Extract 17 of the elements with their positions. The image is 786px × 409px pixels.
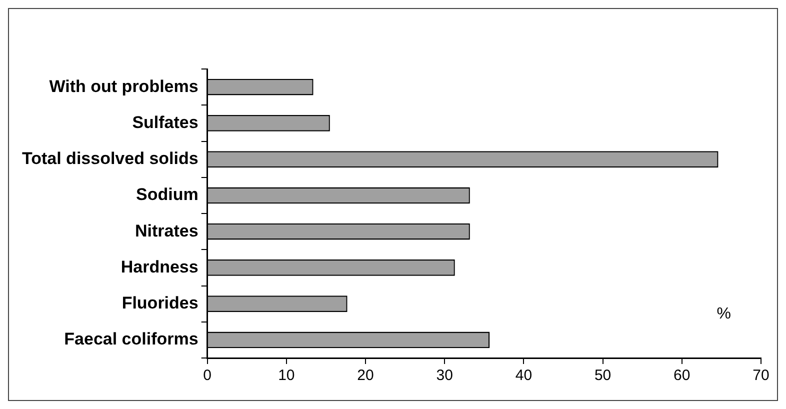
y-tick-label: Nitrates: [135, 221, 198, 240]
y-tick-label: Fluorides: [122, 294, 198, 312]
annotation: %: [716, 305, 731, 322]
y-tick-label: Faecal coliforms: [64, 330, 198, 349]
x-tick-label: 50: [594, 367, 612, 384]
y-tick-label: Total dissolved solids: [22, 149, 198, 168]
y-tick-label: Sulfates: [132, 112, 198, 132]
x-tick-label: 0: [203, 367, 212, 384]
x-tick-label: 30: [436, 367, 453, 384]
y-tick-label: With out problems: [49, 76, 198, 96]
y-tick-label: Hardness: [120, 257, 198, 276]
x-tick-label: 10: [278, 367, 295, 384]
x-tick-label: 70: [752, 367, 770, 384]
y-tick-label: Sodium: [136, 185, 198, 204]
x-tick-label: 40: [515, 367, 532, 384]
x-tick-label: 60: [674, 367, 690, 384]
x-tick-label: 20: [357, 367, 374, 384]
